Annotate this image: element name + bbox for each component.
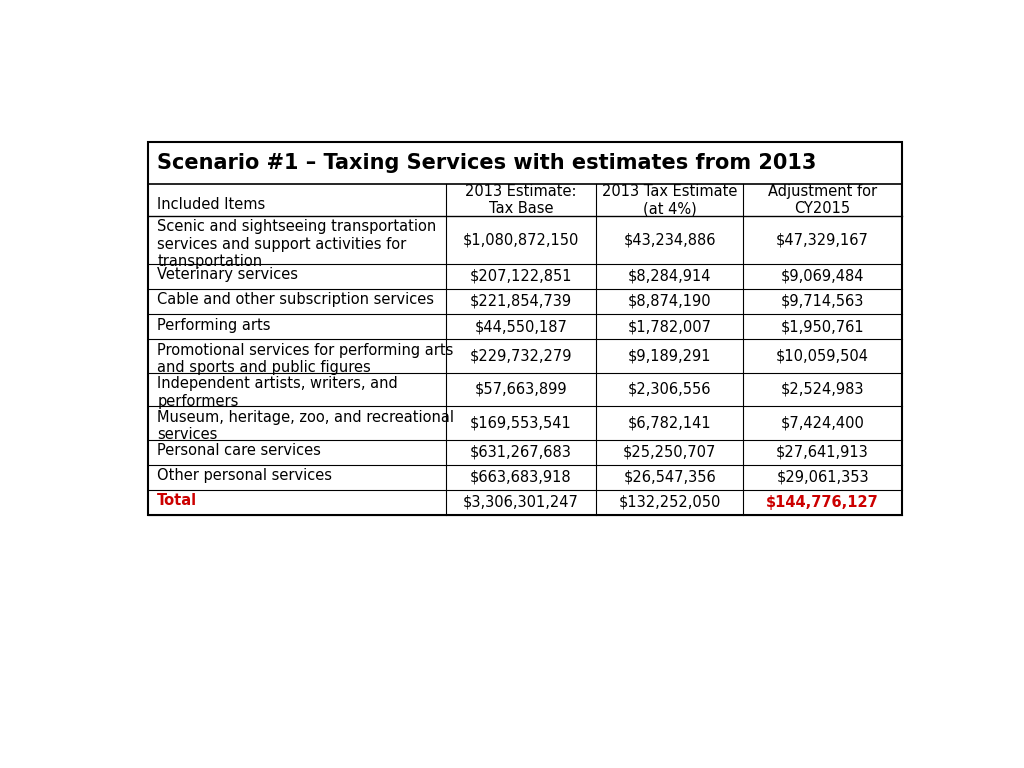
Text: $2,306,556: $2,306,556	[628, 382, 712, 397]
Text: 2013 Estimate:
Tax Base: 2013 Estimate: Tax Base	[465, 184, 577, 216]
Text: $9,069,484: $9,069,484	[781, 269, 864, 284]
Text: $6,782,141: $6,782,141	[628, 415, 712, 430]
Text: $10,059,504: $10,059,504	[776, 349, 869, 363]
Text: Personal care services: Personal care services	[158, 443, 322, 458]
Text: Independent artists, writers, and
performers: Independent artists, writers, and perfor…	[158, 376, 398, 409]
Text: $2,524,983: $2,524,983	[781, 382, 864, 397]
Text: Scenario #1 – Taxing Services with estimates from 2013: Scenario #1 – Taxing Services with estim…	[158, 154, 817, 174]
Text: $9,189,291: $9,189,291	[628, 349, 712, 363]
Text: Promotional services for performing arts
and sports and public figures: Promotional services for performing arts…	[158, 343, 454, 375]
Text: $169,553,541: $169,553,541	[470, 415, 572, 430]
Text: Included Items: Included Items	[158, 197, 265, 212]
Text: $207,122,851: $207,122,851	[470, 269, 572, 284]
Text: $44,550,187: $44,550,187	[474, 319, 567, 334]
Text: $631,267,683: $631,267,683	[470, 445, 572, 460]
Text: $9,714,563: $9,714,563	[781, 294, 864, 309]
Text: $57,663,899: $57,663,899	[475, 382, 567, 397]
Text: $221,854,739: $221,854,739	[470, 294, 572, 309]
Text: $25,250,707: $25,250,707	[624, 445, 717, 460]
Text: $1,950,761: $1,950,761	[780, 319, 864, 334]
Text: Performing arts: Performing arts	[158, 318, 271, 333]
Text: $3,306,301,247: $3,306,301,247	[463, 495, 579, 510]
Text: $144,776,127: $144,776,127	[766, 495, 879, 510]
Text: Total: Total	[158, 493, 198, 508]
Text: Veterinary services: Veterinary services	[158, 267, 298, 283]
Text: $8,284,914: $8,284,914	[628, 269, 712, 284]
Text: $7,424,400: $7,424,400	[780, 415, 864, 430]
Text: $29,061,353: $29,061,353	[776, 470, 869, 485]
Text: $26,547,356: $26,547,356	[624, 470, 717, 485]
Text: Scenic and sightseeing transportation
services and support activities for
transp: Scenic and sightseeing transportation se…	[158, 219, 436, 269]
Text: $132,252,050: $132,252,050	[618, 495, 721, 510]
Text: Other personal services: Other personal services	[158, 468, 333, 483]
Text: $229,732,279: $229,732,279	[470, 349, 572, 363]
Text: $27,641,913: $27,641,913	[776, 445, 869, 460]
Text: $47,329,167: $47,329,167	[776, 232, 869, 247]
Text: Museum, heritage, zoo, and recreational
services: Museum, heritage, zoo, and recreational …	[158, 409, 455, 442]
Text: $1,782,007: $1,782,007	[628, 319, 712, 334]
Text: $1,080,872,150: $1,080,872,150	[463, 232, 580, 247]
Bar	[147, 142, 902, 515]
Text: $663,683,918: $663,683,918	[470, 470, 571, 485]
Text: Cable and other subscription services: Cable and other subscription services	[158, 293, 434, 307]
Text: $8,874,190: $8,874,190	[628, 294, 712, 309]
Text: Adjustment for
CY2015: Adjustment for CY2015	[768, 184, 878, 216]
Text: $43,234,886: $43,234,886	[624, 232, 716, 247]
Text: 2013 Tax Estimate
(at 4%): 2013 Tax Estimate (at 4%)	[602, 184, 737, 216]
